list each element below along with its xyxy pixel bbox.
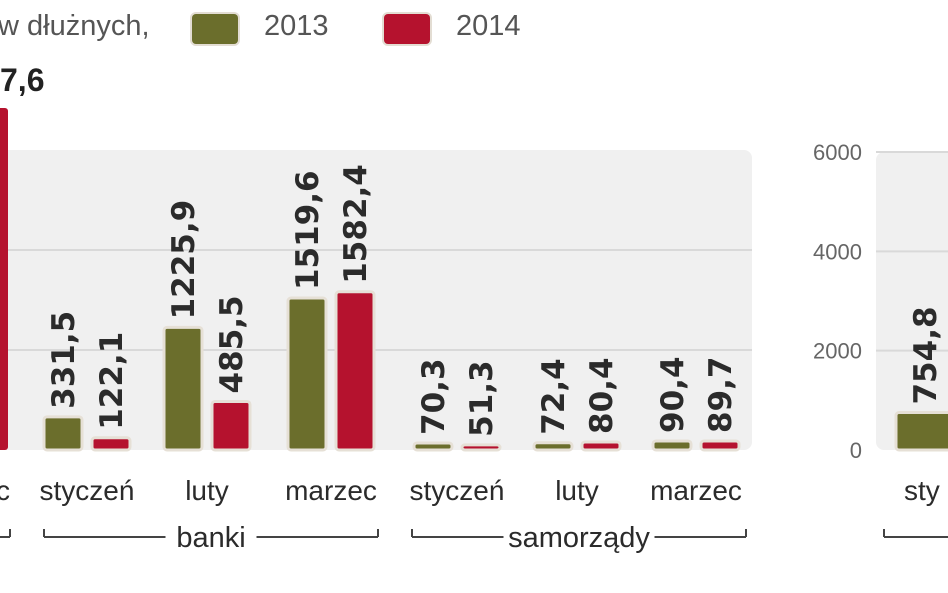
month-label: marzec xyxy=(285,475,377,506)
y-tick-label: 4000 xyxy=(813,239,862,264)
bar-cropped-2014 xyxy=(0,108,8,450)
y-tick-label: 2000 xyxy=(813,339,862,364)
bar-label-2013-3: 1519,6 xyxy=(290,170,326,290)
month-label: styczeń xyxy=(40,475,135,506)
month-label: luty xyxy=(555,475,599,506)
bar-2014-6 xyxy=(699,439,741,452)
bar-right-2013 xyxy=(894,411,948,452)
month-label-cropped: c xyxy=(0,475,10,506)
month-label: marzec xyxy=(650,475,742,506)
bar-label-2014-1: 122,1 xyxy=(94,332,130,430)
group-samorzady-label: samorządy xyxy=(508,522,650,554)
cropped-top-value: 7,6 xyxy=(0,62,45,98)
bar-2013-6 xyxy=(651,439,693,452)
bar-label-2013-4: 70,3 xyxy=(416,358,452,435)
bar-label-2013-6: 90,4 xyxy=(655,356,691,433)
legend-swatch-2013 xyxy=(192,14,238,44)
bar-2014-5 xyxy=(580,440,622,452)
legend-swatch-2014 xyxy=(384,14,430,44)
month-label-right: sty xyxy=(904,475,940,506)
legend-unit-text: w dłużnych, xyxy=(0,10,150,42)
bar-label-2014-2: 485,5 xyxy=(214,295,250,393)
bar-2013-1 xyxy=(42,415,84,452)
bar-label-2013-5: 72,4 xyxy=(536,358,572,435)
bar-label-2014-5: 80,4 xyxy=(584,357,620,434)
bar-2013-5 xyxy=(532,441,574,452)
bar-2013-4 xyxy=(412,441,454,452)
bar-2014-2 xyxy=(210,399,252,452)
bar-2013-3 xyxy=(286,296,328,452)
bar-label-2014-3: 1582,4 xyxy=(338,164,374,284)
bar-label-2013-2: 1225,9 xyxy=(166,200,202,320)
bar-2014-3 xyxy=(334,290,376,452)
plot-panel-right xyxy=(876,152,948,450)
legend-label-2013: 2013 xyxy=(264,10,329,42)
bar-label-2013-1: 331,5 xyxy=(46,311,82,409)
bar-label-2014-4: 51,3 xyxy=(464,360,500,437)
y-tick-label: 0 xyxy=(850,438,862,463)
bar-2014-4 xyxy=(460,443,502,452)
group-banki-label: banki xyxy=(176,522,245,554)
bar-2014-1 xyxy=(90,436,132,452)
month-label: styczeń xyxy=(410,475,505,506)
legend-label-2014: 2014 xyxy=(456,10,521,42)
bar-label-2014-6: 89,7 xyxy=(703,357,739,434)
bar-2013-2 xyxy=(162,325,204,452)
y-tick-label: 6000 xyxy=(813,140,862,165)
bar-label-right-2013: 754,8 xyxy=(908,306,944,404)
month-label: luty xyxy=(185,475,229,506)
